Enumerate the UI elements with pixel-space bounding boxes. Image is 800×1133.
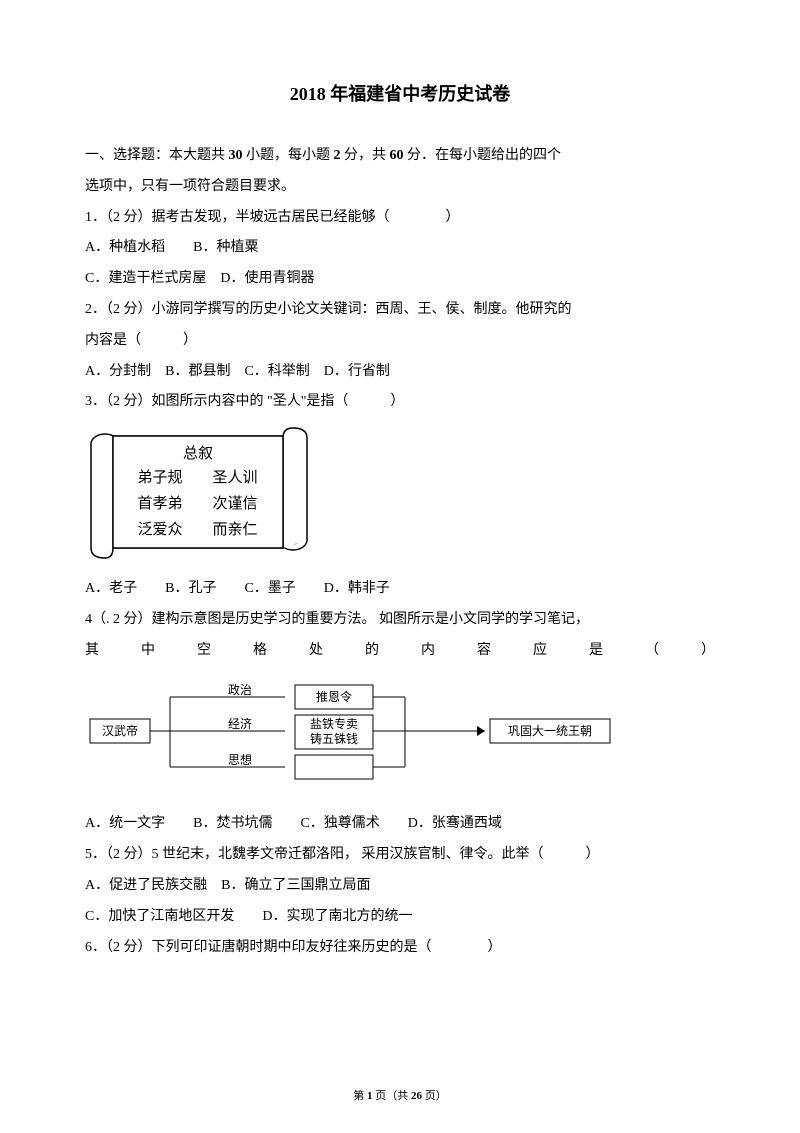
- q2-stem1: 2．（2 分）小游同学撰写的历史小论文关键词：西周、王、侯、制度。他研究的: [85, 295, 715, 326]
- question-1: 1．（2 分）据考古发现，半坡远古居民已经能够（ ） A．种植水稻 B．种植粟 …: [85, 203, 715, 295]
- q4-stem1: 4（. 2 分）建构示意图是历史学习的重要方法。 如图所示是小文同学的学习笔记，: [85, 605, 715, 636]
- sh-mid2: 分，共: [344, 148, 386, 163]
- diagram-right: 巩固大一统王朝: [508, 724, 592, 738]
- sh-mid1: 小题，每小题: [246, 148, 330, 163]
- branch3-label: 思想: [228, 752, 252, 767]
- q5-stem-b: 采用汉族官制、律令。此举（ ）: [362, 847, 600, 862]
- scroll-line1: 总叙: [183, 445, 213, 462]
- q4-stem2-char: 其: [85, 643, 118, 658]
- q4-stem2-char: 内: [421, 643, 454, 658]
- q4-stem2-char: （: [645, 643, 678, 658]
- scroll-line2a: 弟子规: [137, 469, 182, 486]
- branch2-box-l1: 盐铁专卖: [310, 716, 358, 731]
- q3-stem: 3．（2 分）如图所示内容中的 "圣人"是指（ ）: [85, 387, 715, 418]
- footer-total: 26: [411, 1090, 422, 1102]
- scroll-line4a: 泛爱众: [137, 521, 182, 538]
- diagram-svg: 汉武帝 政治 经济 思想 推恩令 盐铁专卖 铸五铢钱 巩固大一统王朝: [85, 677, 645, 787]
- q4-stem2: 其 中 空 格 处 的 内 容 应 是 （ ）: [85, 636, 715, 667]
- q5-optC: C．加快了江南地区开发 D．实现了南北方的统一: [85, 902, 715, 933]
- section-header-line2: 选项中，只有一项符合题目要求。: [85, 172, 715, 203]
- page-title: 2018 年福建省中考历史试卷: [85, 80, 715, 106]
- sh-count: 30: [229, 148, 243, 163]
- q4-stem1b: 如图所示是小文同学的学习笔记，: [379, 612, 589, 627]
- page-footer: 第 1 页（共 26 页）: [0, 1087, 800, 1103]
- question-3: 3．（2 分）如图所示内容中的 "圣人"是指（ ） 总叙 弟子规 圣人训 首孝弟…: [85, 387, 715, 605]
- scroll-svg: 总叙 弟子规 圣人训 首孝弟 次谨信 泛爱众 而亲仁: [85, 426, 315, 566]
- question-2: 2．（2 分）小游同学撰写的历史小论文关键词：西周、王、侯、制度。他研究的 内容…: [85, 295, 715, 387]
- branch2-box-l2: 铸五铢钱: [310, 731, 358, 746]
- q4-stem1a: 4（. 2 分）建构示意图是历史学习的重要方法。: [85, 612, 376, 627]
- section-header: 一、选择题：本大题共 30 小题，每小题 2 分，共 60 分．在每小题给出的四…: [85, 141, 715, 172]
- diagram-figure: 汉武帝 政治 经济 思想 推恩令 盐铁专卖 铸五铢钱 巩固大一统王朝: [85, 677, 715, 800]
- q4-stem2-char: 处: [309, 643, 342, 658]
- q4-stem2-char: 容: [477, 643, 510, 658]
- q4-stem2-char: 格: [253, 643, 286, 658]
- branch1-label: 政治: [228, 683, 252, 697]
- branch1-box: 推恩令: [316, 689, 352, 704]
- footer-post: 页）: [422, 1090, 447, 1102]
- q4-stem2-char: 空: [197, 643, 230, 658]
- footer-mid: 页（共: [373, 1090, 412, 1102]
- q4-stem2-char: 是: [589, 643, 622, 658]
- question-6: 6．（2 分）下列可印证唐朝时期中印友好往来历史的是（ ）: [85, 933, 715, 964]
- sh-total: 60: [390, 148, 404, 163]
- q2-opts: A．分封制 B．郡县制 C．科举制 D．行省制: [85, 357, 715, 388]
- q3-opts: A．老子 B．孔子 C．墨子 D．韩非子: [85, 574, 715, 605]
- q4-stem2-char: 应: [533, 643, 566, 658]
- q1-stem: 1．（2 分）据考古发现，半坡远古居民已经能够（ ）: [85, 203, 715, 234]
- q6-stem: 6．（2 分）下列可印证唐朝时期中印友好往来历史的是（ ）: [85, 933, 715, 964]
- scroll-line3a: 首孝弟: [137, 495, 182, 512]
- sh-mid3: 分．在每小题给出的四个: [407, 148, 561, 163]
- q5-stem-a: 5．（2 分）5 世纪末，北魏孝文帝迁都洛阳，: [85, 847, 358, 862]
- question-4: 4（. 2 分）建构示意图是历史学习的重要方法。 如图所示是小文同学的学习笔记，…: [85, 605, 715, 840]
- q4-stem2-char: ）: [701, 643, 715, 658]
- q1-optC: C．建造干栏式房屋 D．使用青铜器: [85, 264, 715, 295]
- scroll-line2b: 圣人训: [212, 469, 257, 486]
- sh-points: 2: [334, 148, 341, 163]
- q5-optA: A．促进了民族交融 B．确立了三国鼎立局面: [85, 871, 715, 902]
- scroll-figure: 总叙 弟子规 圣人训 首孝弟 次谨信 泛爱众 而亲仁: [85, 426, 715, 566]
- q1-optA: A．种植水稻 B．种植粟: [85, 233, 715, 264]
- footer-pre: 第: [353, 1090, 367, 1102]
- q5-stem: 5．（2 分）5 世纪末，北魏孝文帝迁都洛阳， 采用汉族官制、律令。此举（ ）: [85, 840, 715, 871]
- question-5: 5．（2 分）5 世纪末，北魏孝文帝迁都洛阳， 采用汉族官制、律令。此举（ ） …: [85, 840, 715, 932]
- q2-stem2: 内容是（ ）: [85, 326, 715, 357]
- scroll-line3b: 次谨信: [212, 495, 257, 512]
- q4-opts: A．统一文字 B．焚书坑儒 C．独尊儒术 D．张骞通西域: [85, 809, 715, 840]
- scroll-line4b: 而亲仁: [212, 521, 257, 538]
- q4-stem2-char: 中: [141, 643, 174, 658]
- branch2-label: 经济: [228, 716, 252, 731]
- diagram-left: 汉武帝: [102, 723, 138, 738]
- sh-pre: 一、选择题：本大题共: [85, 148, 225, 163]
- q4-stem2-char: 的: [365, 643, 398, 658]
